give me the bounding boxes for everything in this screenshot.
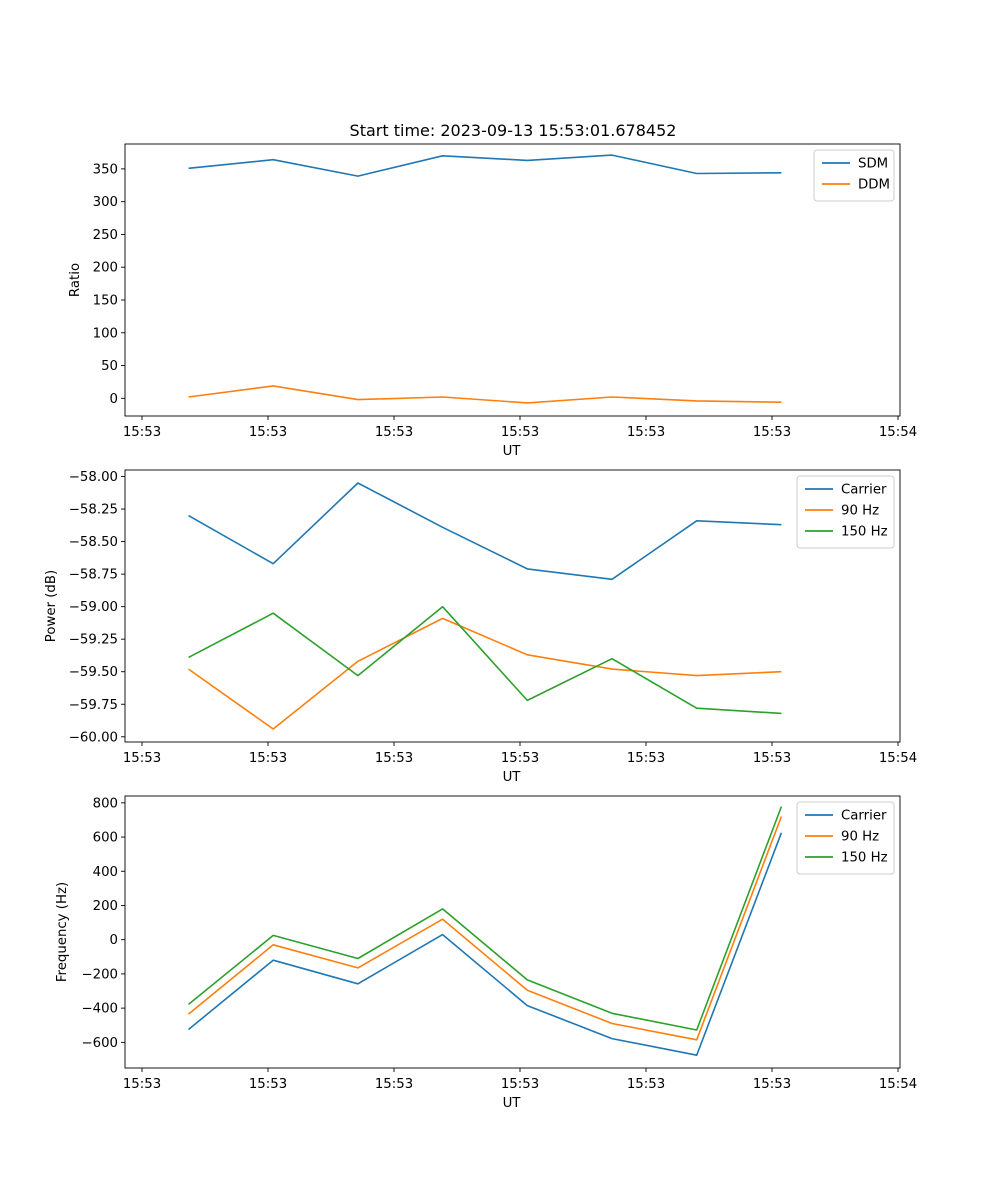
y-tick-label: −58.75 [69,568,118,583]
x-tick-label: 15:53 [249,1077,287,1092]
x-tick-label: 15:53 [123,751,161,766]
y-axis-label: Frequency (Hz) [55,882,70,982]
y-tick-label: 250 [93,228,118,243]
legend-label: Carrier [841,483,887,498]
legend-label: Carrier [841,809,887,824]
x-tick-label: 15:53 [753,751,791,766]
x-tick-label: 15:53 [249,751,287,766]
series-line-90-hz [188,617,782,730]
y-tick-label: 0 [110,392,118,407]
y-axis-label: Power (dB) [44,570,59,642]
x-tick-label: 15:53 [123,425,161,440]
x-tick-label: 15:54 [879,751,917,766]
x-tick-label: 15:53 [753,1077,791,1092]
panels: 0 50 100 150 200 250 300 350 15:53 15:53 15:53 15:5… [44,143,917,1111]
axes-frame [124,469,901,743]
axes-frame [124,795,901,1069]
panel-2: −60.00 −59.75 −59.50 −59.25 −59.00 −58.75 −58.… [44,469,917,785]
y-tick-label: 400 [93,865,118,880]
legend-label: 90 Hz [841,830,879,845]
y-tick-label: −58.25 [69,503,118,518]
series-line-150-hz [187,806,783,1031]
series-line-ddm [188,385,782,404]
y-tick-label: 200 [93,899,118,914]
legend-box [796,475,895,549]
y-axis-label: Ratio [68,263,83,297]
x-tick-label: 15:54 [879,1077,917,1092]
y-tick-label: −59.25 [69,633,118,648]
series-line-sdm [188,154,782,177]
y-tick-label: 50 [101,359,118,374]
legend-label: SDM [858,157,888,172]
y-tick-label: −58.00 [69,470,118,485]
y-tick-label: 350 [93,162,118,177]
x-axis-label: UT [503,444,522,459]
y-tick-label: 800 [93,796,118,811]
y-tick-label: 300 [93,195,118,210]
x-tick-label: 15:53 [627,1077,665,1092]
series-line-90-hz [187,816,783,1041]
axes-frame [124,143,901,417]
legend-box [796,801,895,875]
x-tick-label: 15:53 [375,425,413,440]
x-tick-label: 15:53 [501,751,539,766]
y-tick-label: −200 [81,967,118,982]
panel-1: 0 50 100 150 200 250 300 350 15:53 15:53 15:53 15:5… [68,143,917,459]
legend-label: 150 Hz [841,851,888,866]
series-line-carrier [188,482,782,581]
legend-label: 90 Hz [841,504,879,519]
x-tick-label: 15:54 [879,425,917,440]
x-tick-label: 15:53 [627,425,665,440]
x-tick-label: 15:53 [501,1077,539,1092]
x-tick-label: 15:53 [375,751,413,766]
panel-3: −600 −400 −200 0 200 400 600 800 15:53 15:53 15:53… [55,795,917,1111]
x-tick-label: 15:53 [123,1077,161,1092]
series-line-150-hz [188,605,782,715]
legend-label: DDM [858,178,890,193]
y-tick-label: −60.00 [69,730,118,745]
y-tick-label: 150 [93,293,118,308]
y-tick-label: −58.50 [69,535,118,550]
legend-label: 150 Hz [841,525,888,540]
y-tick-label: 600 [93,831,118,846]
y-tick-label: −59.50 [69,665,118,680]
x-tick-label: 15:53 [753,425,791,440]
y-tick-label: 100 [93,326,118,341]
series-line-carrier [187,832,783,1056]
y-tick-label: −59.75 [69,698,118,713]
x-tick-label: 15:53 [375,1077,413,1092]
x-tick-label: 15:53 [627,751,665,766]
y-tick-label: 0 [110,933,118,948]
x-tick-label: 15:53 [249,425,287,440]
x-axis-label: UT [503,1096,522,1111]
y-tick-label: −400 [81,1002,118,1017]
x-axis-label: UT [503,770,522,785]
y-tick-label: −59.00 [69,600,118,615]
chart-title: Start time: 2023-09-13 15:53:01.678452 [350,121,677,140]
x-tick-label: 15:53 [501,425,539,440]
y-tick-label: 200 [93,261,118,276]
y-tick-label: −600 [81,1036,118,1051]
